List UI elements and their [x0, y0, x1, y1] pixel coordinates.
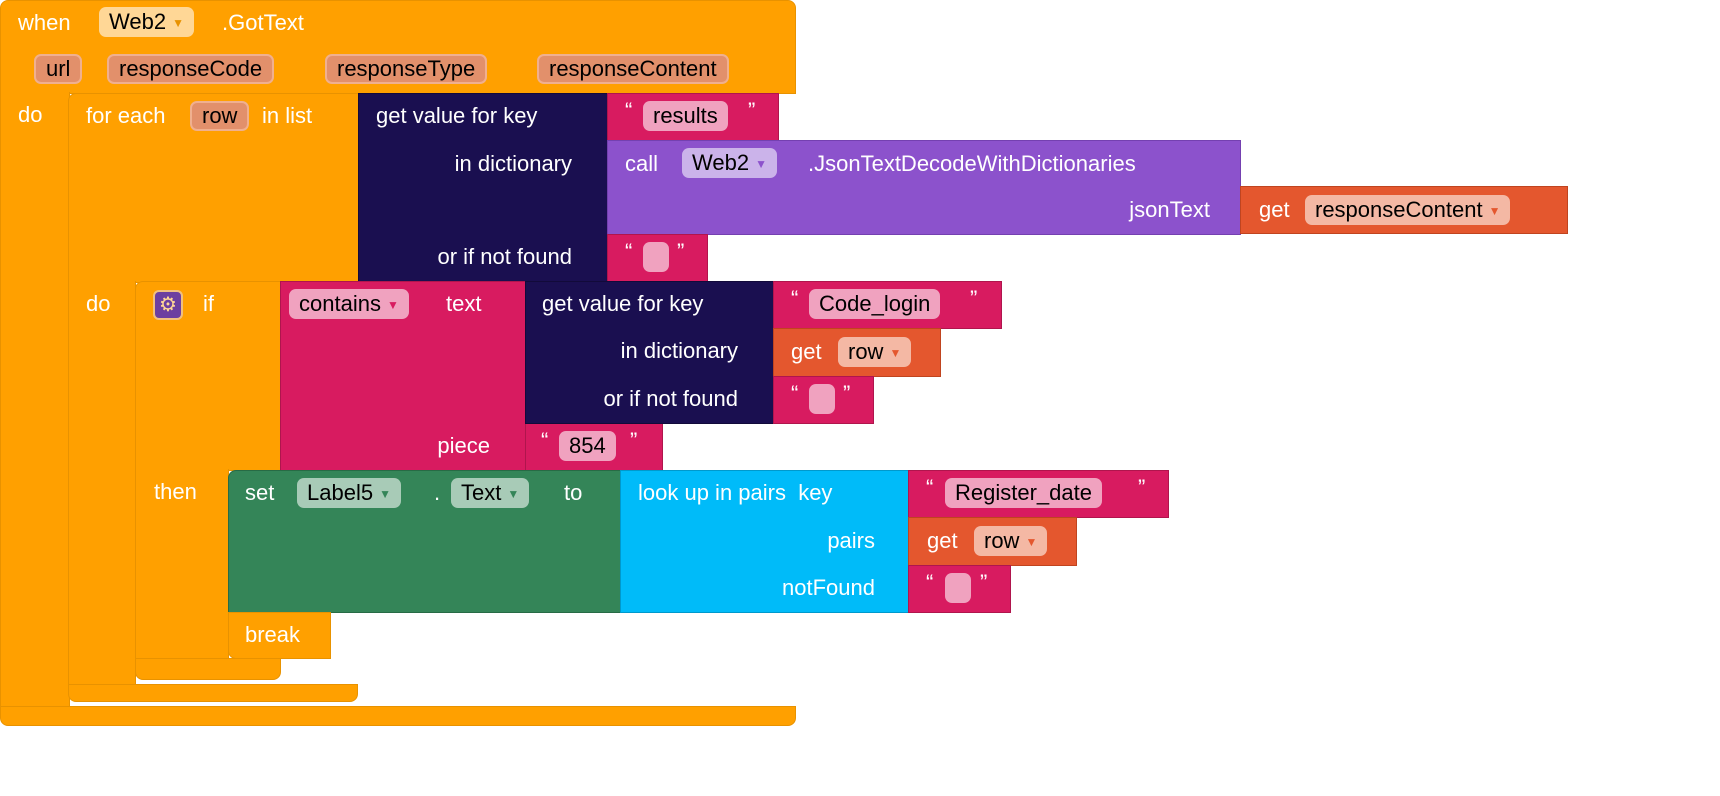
then-label: then	[154, 479, 197, 504]
event-name: .GotText	[222, 10, 304, 35]
param-url[interactable]: url	[34, 54, 83, 84]
component-dropdown-label5[interactable]: Label5 ▼	[297, 478, 401, 508]
dot-label: .	[434, 480, 441, 505]
get-label: get	[791, 339, 822, 364]
param-responsetype[interactable]: responseType	[325, 54, 488, 84]
empty-text-field[interactable]	[809, 384, 835, 414]
open-quote: “	[541, 428, 549, 453]
property-name: Text	[461, 480, 502, 505]
look-up-in-pairs-block[interactable]	[620, 470, 909, 613]
loop-var-row[interactable]: row	[190, 101, 250, 131]
contains-mode-dropdown[interactable]: contains ▼	[289, 289, 409, 319]
gear-icon[interactable]: ⚙	[153, 290, 183, 320]
call-label: call	[625, 151, 659, 176]
pairs-label: pairs	[827, 528, 875, 553]
when-label: when	[18, 10, 71, 35]
component-name: Label5	[307, 480, 374, 505]
for-each-do-column	[68, 281, 136, 687]
component-name: Web2	[692, 150, 750, 175]
for-each-do-label: do	[86, 291, 111, 316]
chevron-down-icon: ▼	[172, 16, 184, 31]
or-if-not-found-label: or if not found	[603, 386, 738, 411]
component-name: Web2	[109, 9, 167, 34]
close-quote: ”	[980, 570, 988, 595]
empty-text-field[interactable]	[945, 573, 971, 603]
var-name: row	[848, 339, 884, 364]
for-each-label: for each	[86, 103, 166, 128]
break-label: break	[245, 622, 301, 647]
chevron-down-icon: ▼	[1488, 204, 1501, 219]
close-quote: ”	[677, 239, 685, 264]
text-value-register-date[interactable]: Register_date	[945, 478, 1102, 508]
set-label5-text-block[interactable]	[228, 470, 621, 613]
property-dropdown-text[interactable]: Text ▼	[451, 478, 530, 508]
get-label: get	[1259, 197, 1290, 222]
chevron-down-icon: ▼	[507, 487, 520, 502]
open-quote: “	[926, 475, 934, 500]
var-dropdown-row[interactable]: row ▼	[838, 337, 912, 367]
get-label: get	[927, 528, 958, 553]
var-dropdown-responsecontent[interactable]: responseContent ▼	[1305, 195, 1511, 225]
break-block[interactable]	[228, 612, 331, 659]
open-quote: “	[625, 239, 633, 264]
open-quote: “	[926, 570, 934, 595]
var-dropdown-row[interactable]: row ▼	[974, 526, 1048, 556]
or-if-not-found-label: or if not found	[437, 244, 572, 269]
event-bottom	[0, 706, 796, 726]
var-name: row	[984, 528, 1020, 553]
param-responsecode[interactable]: responseCode	[107, 54, 275, 84]
event-do-column	[0, 92, 70, 708]
jsontext-label: jsonText	[1129, 197, 1210, 222]
component-dropdown-web2-call[interactable]: Web2 ▼	[682, 148, 777, 178]
set-label: set	[245, 480, 275, 505]
chevron-down-icon: ▼	[386, 298, 399, 313]
close-quote: ”	[843, 381, 851, 406]
close-quote: ”	[1138, 475, 1146, 500]
text-value-results[interactable]: results	[643, 101, 728, 131]
get-value-label: get value for key	[376, 103, 538, 128]
chevron-down-icon: ▼	[755, 157, 767, 172]
in-dictionary-label: in dictionary	[620, 338, 738, 363]
open-quote: “	[791, 381, 799, 406]
close-quote: ”	[630, 428, 638, 453]
open-quote: “	[791, 286, 799, 311]
method-name: .JsonTextDecodeWithDictionaries	[808, 151, 1136, 176]
var-name: responseContent	[1315, 197, 1483, 222]
chevron-down-icon: ▼	[1025, 535, 1038, 550]
for-each-bottom	[68, 684, 358, 702]
if-label: if	[203, 291, 214, 316]
piece-label: piece	[437, 433, 490, 458]
do-label: do	[18, 102, 43, 127]
in-list-label: in list	[262, 103, 313, 128]
close-quote: ”	[970, 286, 978, 311]
open-quote: “	[625, 98, 633, 123]
notfound-label: notFound	[782, 575, 875, 600]
component-dropdown-web2[interactable]: Web2 ▼	[99, 7, 194, 37]
to-label: to	[564, 480, 583, 505]
text-value-854[interactable]: 854	[559, 431, 616, 461]
empty-text-field[interactable]	[643, 242, 669, 272]
text-label: text	[446, 291, 482, 316]
chevron-down-icon: ▼	[889, 346, 902, 361]
chevron-down-icon: ▼	[379, 487, 391, 502]
if-bottom	[135, 658, 281, 680]
close-quote: ”	[748, 98, 756, 123]
text-value-code-login[interactable]: Code_login	[809, 289, 941, 319]
lookup-label: look up in pairs key	[638, 480, 833, 505]
param-responsecontent[interactable]: responseContent	[537, 54, 729, 84]
in-dictionary-label: in dictionary	[454, 151, 572, 176]
get-value-label: get value for key	[542, 291, 704, 316]
mode-name: contains	[299, 291, 381, 316]
